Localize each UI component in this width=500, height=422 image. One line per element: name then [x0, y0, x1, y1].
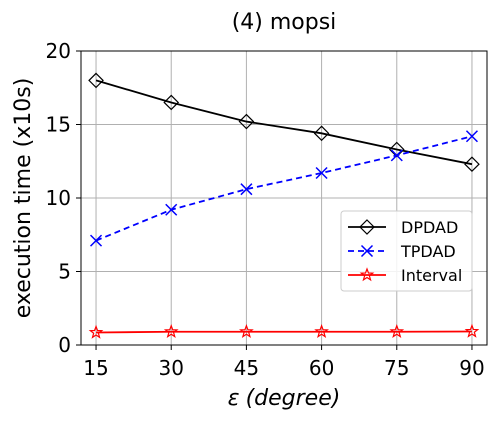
- legend-interval-marker: [359, 267, 375, 282]
- y-tick-label: 10: [46, 186, 71, 210]
- chart-title: (4) mopsi: [232, 10, 337, 35]
- series-tpdad-marker: [315, 166, 328, 180]
- x-axis-label: ε (degree): [228, 386, 341, 411]
- legend-label-interval: Interval: [401, 266, 462, 285]
- legend-box: [340, 210, 473, 292]
- x-axis-symbol: ε: [228, 386, 240, 411]
- x-tick-label: 45: [234, 356, 259, 380]
- ticks: 15 30 45 60 75 90 0 5 10 15 20: [46, 39, 485, 380]
- series-interval-line: [96, 330, 472, 334]
- legend-label-tpdad: TPDAD: [400, 242, 456, 261]
- series-dpdad-marker: [464, 156, 480, 173]
- series-interval-marker: [239, 324, 254, 339]
- series-tpdad-marker: [240, 183, 253, 196]
- legend-tpdad-marker: [360, 244, 374, 258]
- y-tick-label: 5: [58, 260, 71, 284]
- series-dpdad-line: [95, 79, 473, 166]
- legend: DPDAD TPDAD Interval: [340, 210, 473, 292]
- series-interval-marker: [314, 324, 329, 339]
- x-tick-label: 60: [309, 356, 334, 380]
- series-tpdad: [90, 130, 478, 247]
- y-tick-label: 20: [46, 39, 71, 63]
- series-dpdad-marker: [88, 72, 104, 89]
- series-interval-marker: [464, 323, 480, 338]
- legend-item-tpdad: TPDAD: [348, 242, 456, 261]
- legend-item-dpdad: DPDAD: [348, 218, 458, 237]
- y-axis-label: execution time (x10s): [11, 78, 36, 319]
- series-dpdad-marker: [238, 113, 255, 130]
- series-dpdad-marker: [163, 94, 180, 111]
- series-interval-marker: [389, 324, 405, 339]
- series-tpdad-marker: [390, 149, 403, 162]
- x-axis-unit: (degree): [246, 386, 341, 411]
- x-tick-label: 75: [384, 356, 409, 380]
- series-dpdad-marker: [388, 141, 405, 158]
- x-tick-label: 30: [158, 356, 183, 380]
- series-tpdad-marker: [465, 130, 478, 143]
- y-tick-label: 0: [58, 333, 71, 357]
- series-interval-marker: [88, 324, 104, 339]
- y-tick-label: 15: [46, 113, 71, 137]
- legend-label-dpdad: DPDAD: [401, 218, 458, 237]
- series-tpdad-marker: [90, 234, 103, 247]
- series-dpdad: [88, 72, 480, 173]
- grid: [81, 50, 487, 346]
- series-layer: [88, 72, 480, 339]
- x-tick-label: 90: [459, 356, 484, 380]
- series-dpdad-marker: [313, 125, 330, 142]
- legend-item-interval: Interval: [348, 266, 462, 285]
- x-tick-label: 15: [83, 356, 108, 380]
- series-tpdad-marker: [165, 203, 178, 216]
- legend-dpdad-marker: [359, 219, 375, 235]
- series-interval: [88, 323, 480, 339]
- series-interval-marker: [163, 324, 179, 339]
